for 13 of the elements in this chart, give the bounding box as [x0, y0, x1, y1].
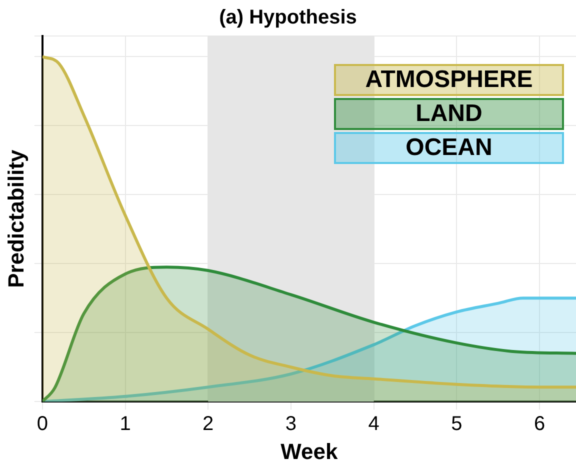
text: ATMOSPHERE	[334, 64, 564, 96]
chart-title: (a) Hypothesis	[219, 6, 357, 29]
x-tick-label: 0	[36, 413, 48, 436]
text: LAND	[334, 98, 564, 130]
text: OCEAN	[334, 132, 564, 164]
x-tick-label: 1	[120, 413, 131, 436]
x-tick-label: 6	[534, 413, 546, 436]
x-axis-title: Week	[280, 438, 338, 464]
x-tick-label: 2	[202, 413, 214, 436]
x-tick-label: 5	[451, 413, 462, 436]
x-tick-label: 3	[285, 413, 297, 436]
y-axis-title: Predictability	[3, 148, 28, 288]
x-tick-label: 4	[368, 413, 380, 436]
